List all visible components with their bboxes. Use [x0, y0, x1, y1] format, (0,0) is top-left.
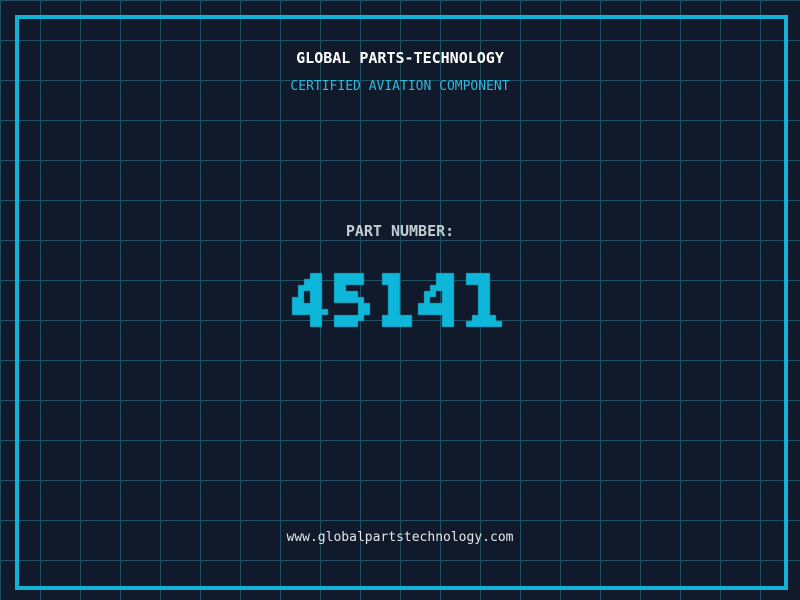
company-title: GLOBAL PARTS-TECHNOLOGY [296, 49, 504, 67]
certification-subtitle: CERTIFIED AVIATION COMPONENT [290, 79, 510, 94]
part-number-label: PART NUMBER: [345, 222, 455, 240]
website-url: www.globalpartstechnology.com [286, 530, 514, 545]
part-number-display [280, 261, 520, 345]
part-number-section [0, 261, 800, 345]
